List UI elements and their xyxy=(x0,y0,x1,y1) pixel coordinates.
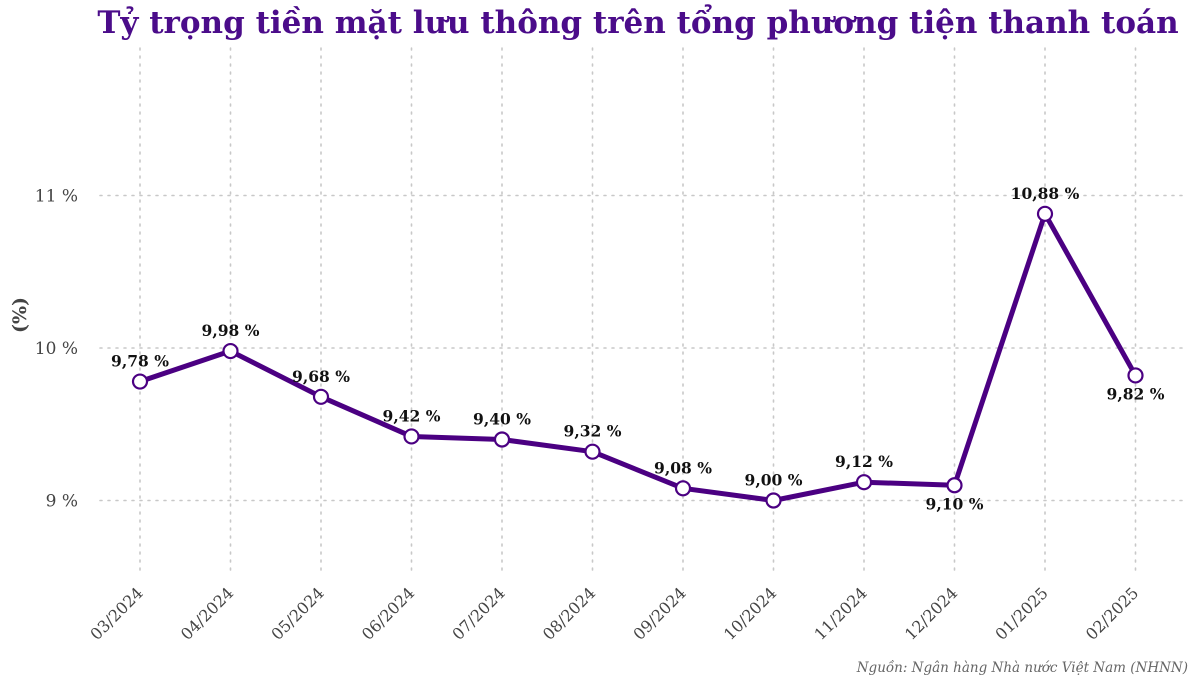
x-tick-label: 11/2024 xyxy=(810,583,870,643)
x-tick-label: 06/2024 xyxy=(358,583,418,643)
data-label: 9,82 % xyxy=(1107,384,1165,403)
data-label: 9,12 % xyxy=(835,452,893,471)
data-label: 9,78 % xyxy=(111,352,169,371)
series-line xyxy=(137,211,1138,503)
data-point xyxy=(222,342,239,360)
data-point xyxy=(946,477,963,494)
source-note: Nguồn: Ngân hàng Nhà nước Việt Nam (NHNN… xyxy=(856,660,1188,676)
data-point xyxy=(403,428,420,445)
data-point xyxy=(765,492,782,509)
x-tick-label: 07/2024 xyxy=(448,583,508,643)
x-tick-label: 09/2024 xyxy=(629,583,689,643)
x-tick-label: 01/2025 xyxy=(991,583,1051,643)
x-tick-label: 03/2024 xyxy=(86,583,146,643)
gridlines xyxy=(99,47,1187,577)
data-point xyxy=(855,474,873,491)
data-point xyxy=(1036,205,1054,222)
x-tick-label: 02/2025 xyxy=(1082,583,1142,643)
data-point xyxy=(674,480,692,497)
x-tick-label: 04/2024 xyxy=(177,583,237,643)
series-cash-share xyxy=(131,205,1144,509)
y-axis-title: (%) xyxy=(9,297,31,333)
data-point xyxy=(312,388,330,405)
y-tick-label: 9 % xyxy=(46,492,78,512)
data-label: 9,10 % xyxy=(926,494,984,513)
chart-title: Tỷ trọng tiền mặt lưu thông trên tổng ph… xyxy=(97,2,1178,41)
y-tick-label: 10 % xyxy=(35,339,78,359)
data-label: 9,00 % xyxy=(745,471,803,490)
data-label: 10,88 % xyxy=(1011,184,1080,203)
x-tick-label: 08/2024 xyxy=(539,583,599,643)
y-axis: 9 % 10 % 11 % xyxy=(35,187,78,512)
data-labels: 9,78 % 9,98 % 9,68 % 9,42 % 9,40 % 9,32 % 9,08… xyxy=(111,184,1165,513)
x-axis: 03/2024 04/2024 05/2024 06/2024 07/2024 08/20… xyxy=(86,583,1142,643)
data-label: 9,08 % xyxy=(654,458,712,477)
data-label: 9,98 % xyxy=(202,321,260,340)
data-point xyxy=(131,373,149,390)
x-tick-label: 05/2024 xyxy=(267,583,327,643)
data-point xyxy=(493,431,511,448)
data-point xyxy=(1127,367,1144,384)
data-point xyxy=(584,443,601,460)
data-label: 9,32 % xyxy=(564,422,622,441)
data-label: 9,40 % xyxy=(473,410,531,429)
data-label: 9,68 % xyxy=(292,367,350,386)
x-tick-label: 12/2024 xyxy=(901,583,961,643)
x-tick-label: 10/2024 xyxy=(720,583,780,643)
data-label: 9,42 % xyxy=(383,406,441,425)
y-tick-label: 11 % xyxy=(35,187,78,207)
